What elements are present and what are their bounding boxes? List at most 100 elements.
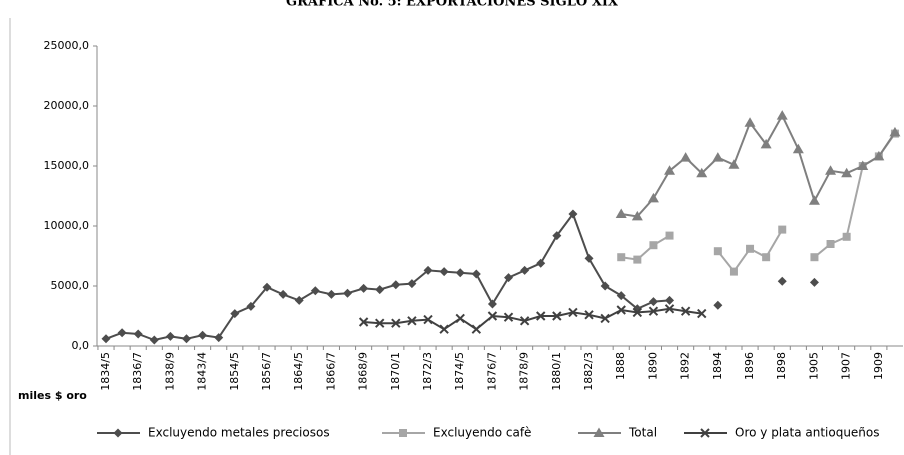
legend-label: Excluyendo metales preciosos	[148, 426, 330, 440]
y-tick-label: 20000,0	[44, 99, 90, 112]
x-tick-label: 1876/7	[485, 352, 498, 391]
marker	[568, 307, 578, 318]
x-tick-label: 1907	[840, 352, 853, 380]
marker	[359, 283, 369, 293]
marker	[728, 159, 740, 169]
marker	[776, 110, 788, 120]
x-tick-label: 1866/7	[324, 352, 337, 391]
x-tick-label: 1898	[775, 352, 788, 380]
marker	[375, 285, 385, 295]
x-tick-label: 1892	[679, 352, 692, 380]
marker	[696, 167, 708, 178]
marker	[808, 195, 820, 205]
marker	[391, 318, 401, 328]
marker	[471, 324, 482, 334]
marker	[471, 269, 481, 279]
marker	[680, 306, 691, 316]
marker	[616, 305, 626, 315]
y-tick-label: 10000,0	[44, 219, 90, 232]
marker	[617, 253, 626, 262]
y-axis-label: miles $ oro	[18, 389, 87, 402]
legend-marker	[399, 429, 407, 437]
legend-marker	[593, 427, 605, 437]
marker	[762, 253, 771, 262]
marker	[842, 232, 851, 241]
marker	[664, 165, 676, 175]
x-tick-label: 1882/3	[582, 352, 595, 391]
y-tick-label: 15000,0	[44, 159, 90, 172]
x-tick-label: 1843/4	[196, 352, 209, 391]
x-tick-label: 1856/7	[260, 352, 273, 391]
marker	[165, 331, 175, 341]
marker	[680, 152, 692, 162]
marker	[230, 309, 240, 319]
marker	[439, 267, 449, 277]
marker	[439, 324, 449, 334]
marker	[504, 273, 514, 283]
marker	[455, 313, 465, 324]
marker	[294, 295, 304, 305]
marker	[423, 265, 433, 275]
marker	[777, 276, 787, 286]
x-tick-label: 1834/5	[99, 352, 112, 391]
marker	[375, 318, 385, 328]
marker	[697, 308, 707, 319]
legend-label: Oro y plata antioqueños	[735, 426, 880, 440]
marker	[487, 299, 497, 309]
marker	[536, 311, 546, 321]
marker	[455, 268, 465, 278]
y-tick-label: 5000,0	[51, 279, 90, 292]
marker	[246, 301, 256, 311]
marker	[665, 295, 675, 305]
series-line	[621, 113, 896, 218]
marker	[615, 208, 627, 218]
marker	[262, 282, 272, 292]
x-tick-label: 1854/5	[228, 352, 241, 391]
marker	[407, 316, 417, 326]
marker	[857, 160, 869, 170]
marker	[117, 328, 127, 338]
marker	[519, 316, 530, 326]
marker	[133, 329, 143, 339]
series-line	[363, 307, 702, 331]
x-tick-label: 1838/9	[163, 352, 176, 391]
marker	[632, 307, 643, 318]
marker	[310, 286, 320, 296]
marker	[648, 306, 659, 316]
marker	[760, 138, 772, 149]
x-tick-label: 1864/5	[292, 352, 305, 391]
marker	[503, 312, 514, 322]
marker	[810, 253, 819, 262]
x-tick-label: 1905	[807, 352, 820, 380]
marker	[358, 317, 369, 327]
x-tick-label: 1868/9	[357, 352, 370, 391]
marker	[648, 297, 658, 307]
x-tick-label: 1909	[872, 352, 885, 380]
x-tick-label: 1874/5	[453, 352, 466, 391]
marker	[423, 314, 433, 325]
marker	[487, 311, 498, 321]
marker	[809, 277, 819, 287]
marker	[391, 280, 401, 290]
marker	[713, 300, 723, 310]
marker	[536, 258, 546, 268]
marker	[584, 253, 594, 263]
marker	[778, 225, 787, 234]
marker	[873, 150, 885, 161]
marker	[647, 192, 659, 203]
chart-title: GRÁFICA No. 5: EXPORTACIONES SIGLO XIX	[286, 0, 619, 10]
marker	[729, 267, 738, 276]
marker	[198, 330, 208, 340]
marker	[825, 165, 837, 175]
x-tick-label: 1896	[743, 352, 756, 380]
x-tick-label: 1870/1	[389, 352, 402, 391]
y-tick-label: 0,0	[72, 339, 90, 352]
marker	[649, 241, 658, 250]
marker	[616, 291, 626, 301]
legend-label: Excluyendo cafè	[433, 426, 531, 440]
marker	[600, 313, 610, 324]
marker	[343, 288, 353, 298]
marker	[744, 117, 756, 127]
